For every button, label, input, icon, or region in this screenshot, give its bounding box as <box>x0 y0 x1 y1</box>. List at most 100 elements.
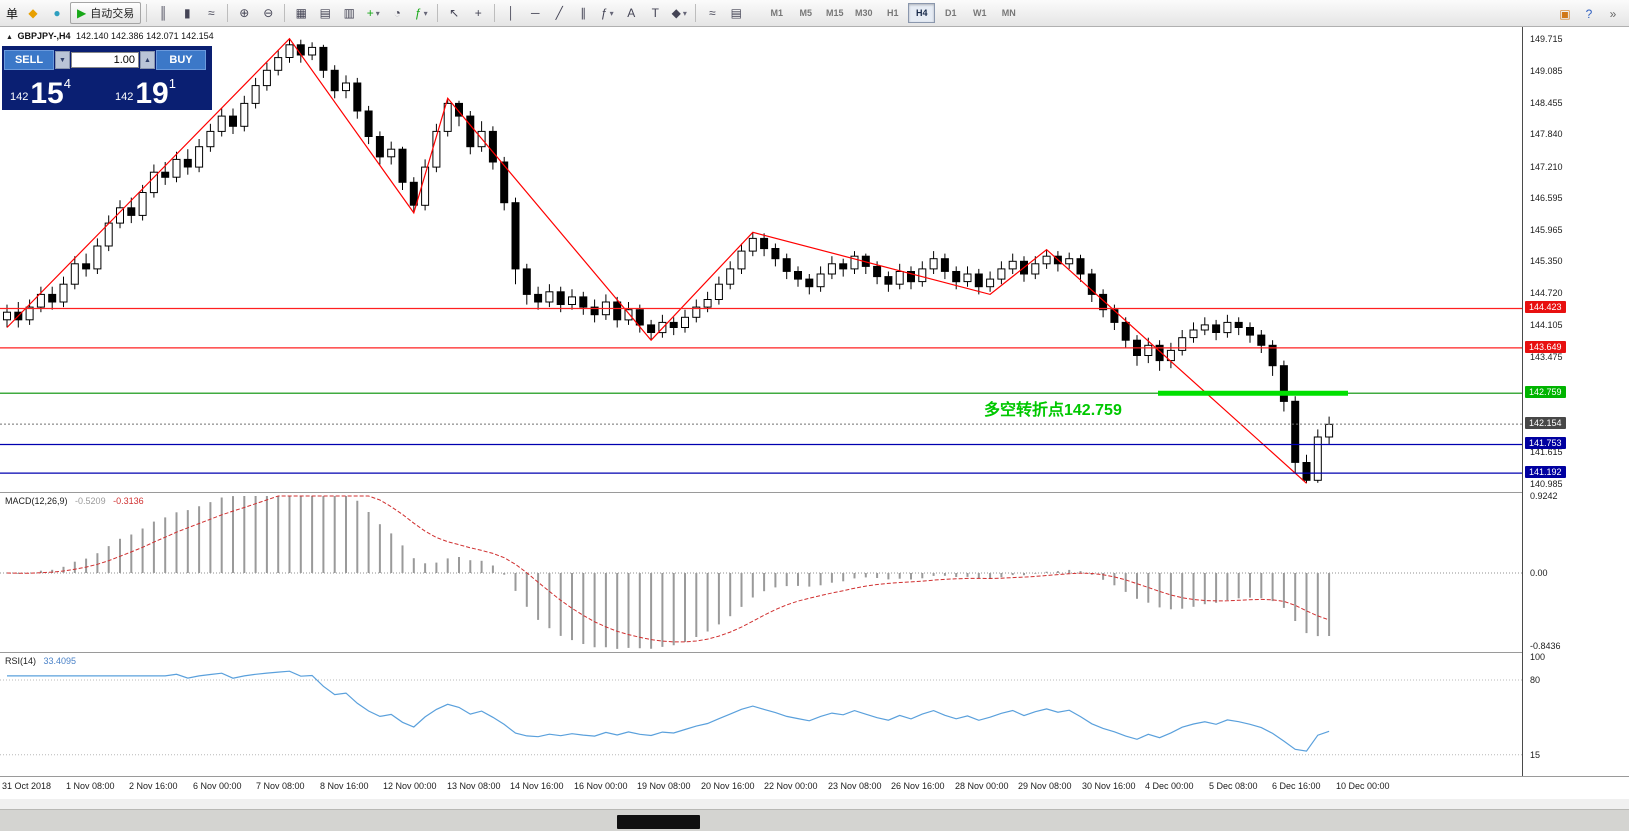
toolbar-right-group: ▣? » <box>1553 3 1625 25</box>
clock-icon[interactable]: ◔ <box>386 2 408 24</box>
line-chart-icon[interactable]: ≈ <box>200 2 222 24</box>
toolbar-separator <box>695 4 697 22</box>
macd-axis-label: -0.8436 <box>1530 641 1561 651</box>
collapse-panel-icon[interactable]: ▲ <box>6 34 13 41</box>
price-axis-label: 144.720 <box>1530 288 1563 298</box>
periods-icon[interactable]: ▤ <box>725 2 747 24</box>
channel-icon[interactable]: ∥ <box>572 2 594 24</box>
crosshair-icon[interactable]: + <box>467 2 489 24</box>
time-axis-label: 5 Dec 08:00 <box>1209 781 1258 791</box>
volume-up-button[interactable]: ▲ <box>140 51 155 69</box>
sell-button[interactable]: SELL <box>4 50 54 70</box>
time-axis-label: 7 Nov 08:00 <box>256 781 305 791</box>
time-axis-label: 6 Dec 16:00 <box>1272 781 1321 791</box>
symbol-ohlc-values: 142.140 142.386 142.071 142.154 <box>76 31 214 41</box>
turning-point-annotation[interactable]: 多空转折点142.759 <box>984 402 1122 419</box>
time-axis-label: 23 Nov 08:00 <box>828 781 882 791</box>
autotrading-button[interactable]: ▶ 自动交易 <box>70 2 142 24</box>
timeframe-m15[interactable]: M15 <box>825 8 844 18</box>
time-axis-label: 2 Nov 16:00 <box>129 781 178 791</box>
trendline-icon[interactable]: ╱ <box>548 2 570 24</box>
taskbar <box>0 809 1629 831</box>
toolbar: 单 ◆ ● ▶ 自动交易 ║ ▮ ≈ ⊕ ⊖ ▦ ▤ ▥ + ▾ ◔ ƒ ▾ ↖ + │ ─ ╱ ∥ ƒ ▾ A T ◆ ▾ ≈ ▤ M1 M5 M… <box>0 0 1629 27</box>
timeframe-m30[interactable]: M30 <box>854 8 873 18</box>
zigzag-line[interactable] <box>6 37 1307 484</box>
cursor-icon[interactable]: ↖ <box>443 2 465 24</box>
new-chart-icon[interactable]: + ▾ <box>362 2 384 24</box>
taskbar-item[interactable] <box>617 815 700 829</box>
macd-panel[interactable] <box>0 493 1522 652</box>
timeframe-h1[interactable]: H1 <box>886 8 899 18</box>
toolbar-separator <box>146 4 148 22</box>
toolbar-overflow-icon[interactable]: » <box>1602 3 1624 25</box>
arrange-windows-icon[interactable]: ▥ <box>338 2 360 24</box>
text-icon[interactable]: A <box>620 2 642 24</box>
symbol-title: GBPJPY-,H4 <box>17 31 71 41</box>
price-badge-144.423: 144.423 <box>1525 301 1566 313</box>
panel-divider <box>0 652 1629 653</box>
cascade-windows-icon-glyph: ▤ <box>319 6 331 20</box>
volume-input[interactable] <box>71 52 139 68</box>
zoom-out-icon[interactable]: ⊖ <box>257 2 279 24</box>
shapes-icon[interactable]: ◆ ▾ <box>668 2 690 24</box>
one-click-trading-panel: SELL ▼ ▲ BUY 142 15 4 142 19 1 <box>2 46 212 110</box>
time-axis[interactable]: 31 Oct 2018 1 Nov 08:00 2 Nov 16:00 6 Nov 0… <box>0 777 1522 799</box>
candlestick-chart-icon-glyph: ▮ <box>183 6 191 20</box>
price-badge-141.192: 141.192 <box>1525 466 1566 478</box>
bar-chart-icon[interactable]: ║ <box>152 2 174 24</box>
time-axis-label: 6 Nov 00:00 <box>193 781 242 791</box>
timeframe-w1[interactable]: W1 <box>973 8 987 18</box>
macd-histogram <box>17 496 1331 649</box>
cursor-icon-glyph: ↖ <box>449 6 460 20</box>
panel-divider <box>0 776 1629 777</box>
rsi-name: RSI(14) <box>5 656 37 666</box>
fibonacci-icon[interactable]: ƒ ▾ <box>596 2 618 24</box>
macd-name: MACD(12,26,9) <box>5 496 68 506</box>
indicators-icon[interactable]: ƒ ▾ <box>410 2 432 24</box>
time-axis-label: 10 Dec 00:00 <box>1336 781 1390 791</box>
new-order-icon[interactable]: ◆ <box>22 2 44 24</box>
help-icon[interactable]: ? <box>1578 3 1600 25</box>
panel-divider <box>0 492 1629 493</box>
tile-windows-icon[interactable]: ▦ <box>290 2 312 24</box>
timeframe-m5[interactable]: M5 <box>799 8 812 18</box>
buy-button[interactable]: BUY <box>156 50 206 70</box>
rsi-axis-label: 80 <box>1530 675 1541 685</box>
price-axis[interactable]: 149.715 149.085 148.455 147.840 147.210 146.5… <box>1523 27 1629 776</box>
rsi-panel[interactable] <box>0 653 1522 776</box>
price-axis-label: 146.595 <box>1530 193 1563 203</box>
horizontal-line-icon[interactable]: ─ <box>524 2 546 24</box>
timeframe-m1[interactable]: M1 <box>770 8 783 18</box>
new-chart-icon-glyph: + <box>366 6 374 20</box>
chart-profile-icon[interactable]: ▣ <box>1554 3 1576 25</box>
time-axis-label: 1 Nov 08:00 <box>66 781 115 791</box>
trade-prices-row: 142 15 4 142 19 1 <box>2 72 212 110</box>
price-chart[interactable] <box>0 27 1522 492</box>
vertical-line-icon[interactable]: │ <box>500 2 522 24</box>
trade-controls-row: SELL ▼ ▲ BUY <box>2 46 212 72</box>
buy-price-big: 19 <box>135 76 169 110</box>
buy-price[interactable]: 142 19 1 <box>107 72 212 110</box>
timeframe-d1[interactable]: D1 <box>944 8 957 18</box>
order-menu-label: 单 <box>6 6 19 21</box>
window-margin <box>0 799 1629 809</box>
crosshair-icon-glyph: + <box>474 6 482 20</box>
candlestick-chart-icon[interactable]: ▮ <box>176 2 198 24</box>
help-icon-glyph: ? <box>1585 7 1593 21</box>
zigzag-indicator-icon[interactable]: ≈ <box>701 2 723 24</box>
time-axis-label: 13 Nov 08:00 <box>447 781 501 791</box>
price-axis-label: 143.475 <box>1530 352 1563 362</box>
arrange-windows-icon-glyph: ▥ <box>343 6 355 20</box>
timeframe-mn[interactable]: MN <box>1001 8 1016 18</box>
caret-down-icon: ▾ <box>375 8 380 18</box>
cascade-windows-icon[interactable]: ▤ <box>314 2 336 24</box>
label-icon[interactable]: T <box>644 2 666 24</box>
timeframe-h4[interactable]: H4 <box>908 3 936 23</box>
zoom-in-icon[interactable]: ⊕ <box>233 2 255 24</box>
sell-price[interactable]: 142 15 4 <box>2 72 107 110</box>
toolbar-separator <box>227 4 229 22</box>
market-watch-icon[interactable]: ● <box>46 2 68 24</box>
volume-down-button[interactable]: ▼ <box>55 51 70 69</box>
sell-price-sup: 4 <box>63 76 71 91</box>
